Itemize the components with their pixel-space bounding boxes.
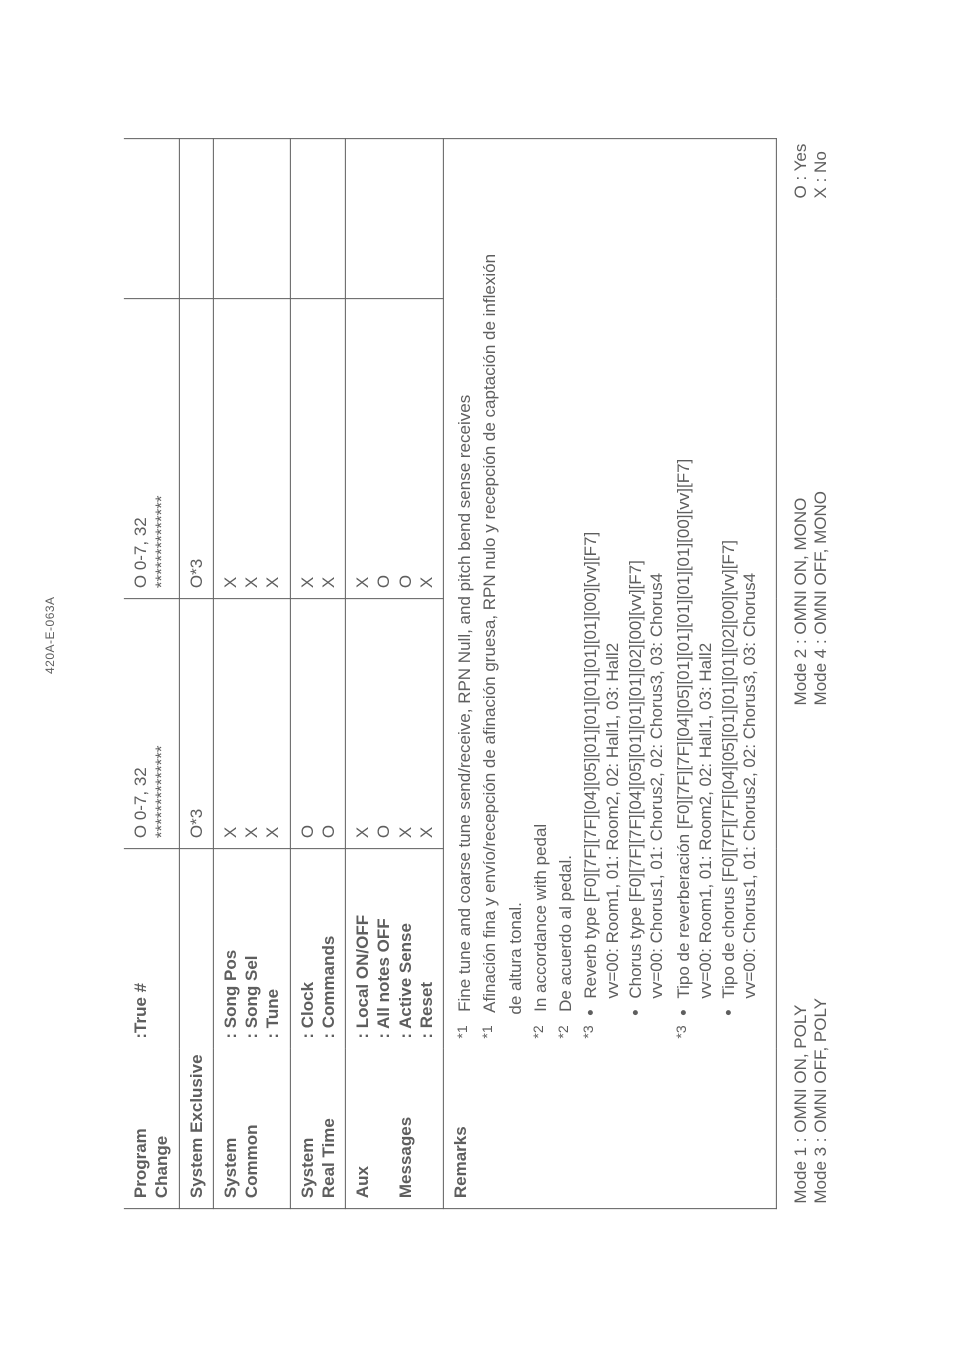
remark-2-text: In accordance with pedal	[530, 824, 549, 1012]
remark-3-item-0: Reverb type [F0][7F][7F][04][05][01][01]…	[580, 532, 623, 999]
remark-2: *2 In accordance with pedal	[529, 150, 550, 1040]
sysex-v4	[178, 139, 212, 299]
col3-sub: **************	[151, 310, 172, 589]
sysrt-v4	[289, 139, 345, 299]
col2-sub: **************	[151, 610, 172, 839]
syscommon-sub: : Song Pos : Song Sel : Tune	[213, 849, 290, 1049]
aux-v2: X O X X	[345, 599, 443, 849]
aux-row: Aux Messages : Local ON/OFF : All notes …	[345, 139, 443, 1209]
remark-1b-text1: Afinación fina y envío/recepción de afin…	[480, 254, 499, 1013]
sysex-label: System Exclusive	[178, 849, 212, 1209]
footer-mid: Mode 2 : OMNI ON, MONO Mode 4 : OMNI OFF…	[791, 491, 831, 705]
header-row: Program Change :True # O 0-7, 32 *******…	[123, 139, 178, 1209]
sysex-v2: O*3	[178, 599, 212, 849]
sysrt-label: System Real Time	[289, 1049, 345, 1209]
ast-3: *3	[580, 1017, 669, 1039]
mode-2: Mode 2 : OMNI ON, MONO	[791, 491, 811, 705]
header-col2: O 0-7, 32 **************	[123, 599, 178, 849]
ast-2b: *2	[554, 1017, 572, 1039]
footer-right: O : Yes X : No	[791, 144, 831, 199]
syscommon-v3: X X X	[213, 299, 290, 599]
sysrt-v2: O O	[289, 599, 345, 849]
remark-3b-item-0: Tipo de reverberación [F0][7F][7F][04][0…	[673, 459, 716, 999]
aux-label: Aux Messages	[345, 1049, 443, 1209]
remark-1: *1 Fine tune and coarse tune send/receiv…	[453, 150, 474, 1040]
aux-v3: X O O X	[345, 299, 443, 599]
ast-3b: *3	[673, 1017, 762, 1039]
col2-val: O 0-7, 32	[129, 610, 150, 839]
legend-x: X : No	[811, 144, 831, 199]
mode-4: Mode 4 : OMNI OFF, MONO	[811, 491, 831, 705]
aux-sub: : Local ON/OFF : All notes OFF : Active …	[345, 849, 443, 1049]
ast-2: *2	[529, 1017, 547, 1039]
doc-code: 420A-E-063A	[43, 596, 57, 674]
remark-3b-item-1: Tipo de chorus [F0][7F][7F][04][05][01][…	[717, 459, 760, 999]
sysrt-row: System Real Time : Clock : Commands O O …	[289, 139, 345, 1209]
remark-1b-cont: de altura tonal.	[504, 150, 525, 1040]
remark-3-list: Reverb type [F0][7F][7F][04][05][01][01]…	[580, 532, 669, 1017]
sysex-row: System Exclusive O*3 O*3	[178, 139, 212, 1209]
remarks-row: Remarks *1 Fine tune and coarse tune sen…	[443, 139, 776, 1209]
remark-3b: *3 Tipo de reverberación [F0][7F][7F][04…	[673, 150, 762, 1040]
program-change-sub: :True #	[123, 849, 178, 1049]
rotated-content: Program Change :True # O 0-7, 32 *******…	[123, 139, 830, 1210]
syscommon-row: System Common : Song Pos : Song Sel : Tu…	[213, 139, 290, 1209]
remark-2b: *2 De acuerdo al pedal.	[554, 150, 575, 1040]
midi-table: Program Change :True # O 0-7, 32 *******…	[123, 139, 776, 1210]
remark-1b: *1 Afinación fina y envío/recepción de a…	[479, 150, 500, 1040]
footer: Mode 1 : OMNI ON, POLY Mode 3 : OMNI OFF…	[791, 144, 831, 1204]
program-change-label: Program Change	[123, 1049, 178, 1209]
remark-3: *3 Reverb type [F0][7F][7F][04][05][01][…	[580, 150, 669, 1040]
remark-1-text: Fine tune and coarse tune send/receive, …	[454, 395, 473, 1012]
remark-3-item-1: Chorus type [F0][7F][7F][04][05][01][01]…	[624, 532, 667, 999]
sysrt-sub: : Clock : Commands	[289, 849, 345, 1049]
syscommon-label: System Common	[213, 1049, 290, 1209]
ast-1: *1	[453, 1017, 471, 1039]
col3-val: O 0-7, 32	[129, 310, 150, 589]
remark-2b-text: De acuerdo al pedal.	[555, 855, 574, 1012]
sysrt-v3: X X	[289, 299, 345, 599]
remarks-label: Remarks	[443, 1049, 776, 1209]
header-col3: O 0-7, 32 **************	[123, 299, 178, 599]
header-col4	[123, 139, 178, 299]
syscommon-v2: X X X	[213, 599, 290, 849]
mode-3: Mode 3 : OMNI OFF, POLY	[811, 998, 831, 1204]
syscommon-v4	[213, 139, 290, 299]
footer-left: Mode 1 : OMNI ON, POLY Mode 3 : OMNI OFF…	[791, 998, 831, 1204]
ast-1b: *1	[479, 1017, 497, 1039]
sysex-v3: O*3	[178, 299, 212, 599]
aux-v4	[345, 139, 443, 299]
remarks-body: *1 Fine tune and coarse tune send/receiv…	[443, 139, 776, 1049]
mode-1: Mode 1 : OMNI ON, POLY	[791, 998, 811, 1204]
remark-3b-list: Tipo de reverberación [F0][7F][7F][04][0…	[673, 459, 762, 1017]
legend-o: O : Yes	[791, 144, 811, 199]
